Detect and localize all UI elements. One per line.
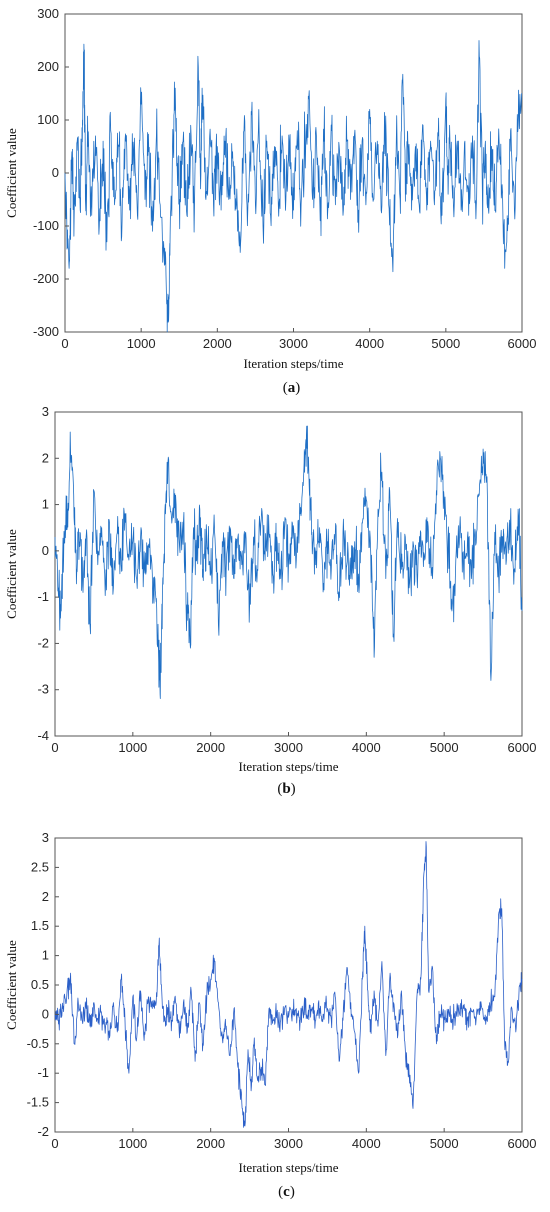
y-tick-label: 1 xyxy=(42,497,49,512)
x-axis-label: Iteration steps/time xyxy=(243,356,343,371)
y-tick-label: -2 xyxy=(37,635,49,650)
y-tick-label: 200 xyxy=(37,59,59,74)
caption-letter: c xyxy=(283,1184,290,1200)
y-tick-label: -200 xyxy=(33,271,59,286)
y-tick-label: -100 xyxy=(33,218,59,233)
y-tick-label: -300 xyxy=(33,324,59,339)
caption-open-paren: ( xyxy=(278,1184,283,1200)
y-tick-label: -1.5 xyxy=(27,1095,49,1110)
y-tick-label: 0 xyxy=(52,165,59,180)
panel-caption: (b) xyxy=(277,781,295,797)
x-tick-label: 3000 xyxy=(274,1136,303,1151)
y-tick-label: 100 xyxy=(37,112,59,127)
chart-panel-c: 0 1000 2000 3000 4000 5000 6000 -2 -1.5 -1 -0.5 0 0.… xyxy=(4,830,536,1200)
x-tick-label: 3000 xyxy=(279,336,308,351)
y-tick-label: 0.5 xyxy=(31,977,49,992)
x-tick-label: 1000 xyxy=(127,336,156,351)
y-tick-label: 2 xyxy=(42,450,49,465)
y-tick-label: -0.5 xyxy=(27,1036,49,1051)
y-tick-label: 0 xyxy=(42,1006,49,1021)
y-tick-label: 1.5 xyxy=(31,918,49,933)
panel-caption: (c) xyxy=(278,1184,295,1200)
caption-open-paren: ( xyxy=(277,781,282,797)
chart-panel-a: 0 1000 2000 3000 4000 5000 6000 -300 -200 -100 0 10… xyxy=(4,6,536,396)
chart-panel-b: 0 1000 2000 3000 4000 5000 6000 -4 -3 -2 -1 0 1 2 3 Ite… xyxy=(4,404,536,797)
y-tick-label: 1 xyxy=(42,948,49,963)
series-line xyxy=(54,425,523,699)
y-axis-label: Coefficient value xyxy=(4,940,19,1030)
y-tick-label: 300 xyxy=(37,6,59,21)
y-axis-label: Coefficient value xyxy=(4,128,19,218)
x-axis-label: Iteration steps/time xyxy=(238,1160,338,1175)
x-tick-label: 5000 xyxy=(430,740,459,755)
x-tick-label: 0 xyxy=(51,740,58,755)
x-tick-label: 4000 xyxy=(355,336,384,351)
x-tick-label: 2000 xyxy=(203,336,232,351)
y-tick-label: -1 xyxy=(37,1065,49,1080)
y-tick-label: 2 xyxy=(42,889,49,904)
x-axis-label: Iteration steps/time xyxy=(238,759,338,774)
x-tick-label: 6000 xyxy=(508,1136,537,1151)
x-tick-label: 6000 xyxy=(508,740,537,755)
caption-open-paren: ( xyxy=(283,380,288,396)
x-tick-label: 3000 xyxy=(274,740,303,755)
x-tick-label: 0 xyxy=(61,336,68,351)
caption-letter: b xyxy=(282,781,290,797)
y-axis-label: Coefficient value xyxy=(4,529,19,619)
x-tick-label: 1000 xyxy=(118,1136,147,1151)
x-tick-label: 6000 xyxy=(508,336,537,351)
plot-frame xyxy=(64,13,523,333)
series-line xyxy=(64,40,523,333)
y-tick-label: -1 xyxy=(37,589,49,604)
x-tick-label: 2000 xyxy=(196,1136,225,1151)
y-tick-label: 3 xyxy=(42,404,49,419)
y-tick-label: 2.5 xyxy=(31,859,49,874)
panel-caption: (a) xyxy=(283,380,301,396)
caption-close-paren: ) xyxy=(291,781,296,797)
x-tick-label: 2000 xyxy=(196,740,225,755)
caption-close-paren: ) xyxy=(290,1184,295,1200)
y-tick-label: 0 xyxy=(42,543,49,558)
y-tick-label: -3 xyxy=(37,682,49,697)
y-tick-label: -2 xyxy=(37,1124,49,1139)
series-line xyxy=(54,841,523,1128)
x-tick-label: 0 xyxy=(51,1136,58,1151)
y-tick-label: -4 xyxy=(37,728,49,743)
caption-letter: a xyxy=(288,380,296,396)
x-tick-label: 4000 xyxy=(352,1136,381,1151)
caption-close-paren: ) xyxy=(295,380,300,396)
x-tick-label: 5000 xyxy=(431,336,460,351)
x-tick-label: 1000 xyxy=(118,740,147,755)
x-tick-label: 5000 xyxy=(430,1136,459,1151)
plot-frame xyxy=(54,837,523,1133)
y-tick-label: 3 xyxy=(42,830,49,845)
x-tick-label: 4000 xyxy=(352,740,381,755)
